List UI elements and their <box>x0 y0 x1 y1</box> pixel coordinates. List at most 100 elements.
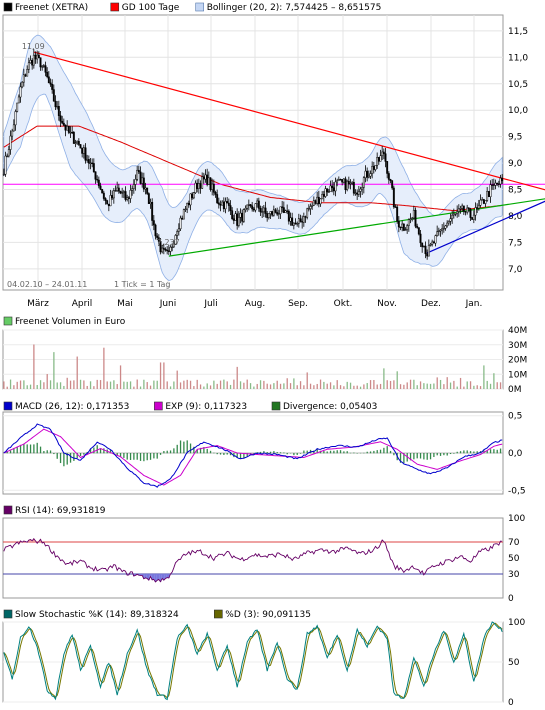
volume-bar <box>296 385 298 389</box>
candle-body <box>419 233 422 244</box>
candle-body <box>296 223 299 225</box>
volume-bar <box>113 380 115 389</box>
candle-body <box>192 192 195 199</box>
price-y-tick: 9,5 <box>508 133 522 143</box>
candle-body <box>264 207 267 214</box>
volume-bar <box>96 379 98 389</box>
volume-bar <box>136 379 138 389</box>
candle-body <box>477 205 480 209</box>
volume-bar <box>203 386 205 389</box>
divergence-bar <box>433 453 435 458</box>
candle-body <box>214 192 217 195</box>
candle-body <box>229 205 232 211</box>
candle-body <box>39 57 42 68</box>
candle-body <box>497 183 500 185</box>
candle-body <box>21 81 24 88</box>
gd100-line <box>3 125 503 212</box>
volume-bar <box>149 385 152 389</box>
divergence-bar <box>473 451 475 454</box>
volume-bar <box>349 382 352 389</box>
divergence-bar <box>189 443 192 454</box>
stoch-legend-label: %D (3): 90,091135 <box>225 610 311 620</box>
candle-body <box>87 159 90 164</box>
candle-body <box>259 208 262 213</box>
divergence-bar <box>239 453 242 459</box>
candle-body <box>461 205 464 209</box>
candle-body <box>282 207 285 213</box>
divergence-bar <box>486 450 488 454</box>
candle-body <box>496 182 499 185</box>
candle-body <box>386 161 389 174</box>
candle-body <box>81 147 84 154</box>
candle-body <box>42 65 45 67</box>
divergence-bar <box>456 451 458 454</box>
candle-body <box>327 191 330 193</box>
volume-bar <box>36 384 38 389</box>
candle-body <box>82 147 85 154</box>
volume-bar <box>273 383 275 389</box>
volume-bar <box>263 380 265 389</box>
candle-body <box>401 223 404 228</box>
volume-bar <box>293 378 295 389</box>
divergence-bar <box>499 448 502 454</box>
volume-bar <box>473 385 475 389</box>
volume-bar <box>396 371 398 389</box>
stoch-k-line <box>3 621 503 701</box>
volume-bar <box>13 385 15 389</box>
divergence-bar <box>209 450 212 454</box>
candle-body <box>209 177 212 190</box>
candle-body <box>289 217 292 222</box>
divergence-bar <box>229 453 232 456</box>
candle-body <box>431 241 434 245</box>
volume-bar <box>179 382 182 389</box>
volume-bar <box>66 377 68 389</box>
candle-body <box>471 217 474 220</box>
candle-body <box>94 171 97 180</box>
candle-body <box>304 216 307 218</box>
candle-body <box>349 183 352 185</box>
candle-body <box>159 241 162 253</box>
low-annotation: 7,237 <box>157 238 180 247</box>
divergence-bar <box>436 453 438 456</box>
candle-body <box>272 209 275 216</box>
candle-body <box>6 155 9 158</box>
candle-body <box>344 178 347 191</box>
candle-body <box>337 179 340 181</box>
candle-body <box>202 176 205 180</box>
divergence-bar <box>399 453 402 463</box>
candle-body <box>47 76 50 84</box>
stoch-y-tick: 0 <box>508 698 514 708</box>
candle-body <box>9 135 12 150</box>
candle-body <box>37 54 40 58</box>
candle-body <box>76 140 79 144</box>
divergence-bar <box>403 453 405 463</box>
divergence-bar <box>263 451 265 454</box>
divergence-bar <box>366 451 368 454</box>
divergence-bar <box>9 450 12 454</box>
candle-body <box>197 183 200 189</box>
candle-body <box>144 187 147 190</box>
volume-bar <box>319 379 322 389</box>
candle-body <box>442 228 445 230</box>
volume-bar <box>283 383 285 389</box>
month-label: Juli <box>203 299 217 309</box>
divergence-bar <box>143 453 145 462</box>
candle-body <box>196 182 199 189</box>
volume-y-tick: 20M <box>508 356 527 366</box>
candle-body <box>414 209 417 227</box>
candle-body <box>34 54 37 60</box>
volume-bar <box>233 379 235 389</box>
candle-body <box>359 188 362 192</box>
price-y-tick: 8,0 <box>508 212 523 222</box>
volume-legend-label: Freenet Volumen in Euro <box>15 317 126 327</box>
candle-body <box>407 219 410 226</box>
price-legend-label: GD 100 Tage <box>122 3 180 13</box>
volume-bar <box>369 380 372 389</box>
volume-bar <box>346 381 348 389</box>
divergence-bar <box>23 443 25 454</box>
macd-y-tick: -0,5 <box>508 486 526 496</box>
candle-body <box>89 162 92 164</box>
stoch-y-tick: 100 <box>508 618 525 628</box>
divergence-bar <box>169 450 172 454</box>
volume-bar <box>139 386 142 389</box>
